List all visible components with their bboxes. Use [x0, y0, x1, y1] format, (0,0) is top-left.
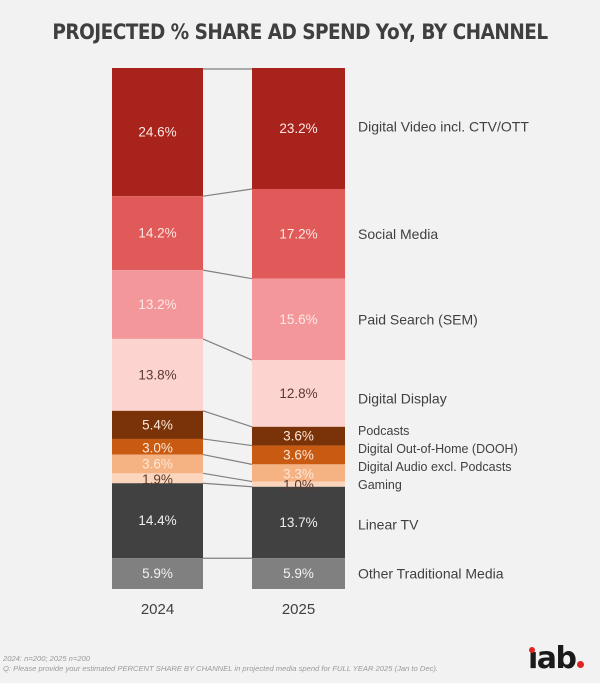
x-tick-label: 2024 — [141, 601, 174, 618]
data-label: 1.9% — [142, 472, 173, 487]
chart-title: PROJECTED % SHARE AD SPEND YoY, BY CHANN… — [52, 20, 548, 44]
bar-segment — [112, 196, 203, 271]
legend-entry: Linear TV — [358, 517, 419, 533]
x-tick-label: 2025 — [282, 601, 315, 618]
data-label: 13.7% — [279, 515, 317, 530]
data-label: 12.8% — [279, 386, 317, 401]
bar-segment — [252, 188, 345, 279]
legend-entry: Digital Audio excl. Podcasts — [358, 460, 512, 474]
connector-line — [202, 410, 253, 428]
segment-labels: 24.6%14.2%13.2%13.8%5.4%3.0%3.6%1.9%14.4… — [138, 121, 317, 581]
footnote-question: Q: Please provide your estimated PERCENT… — [3, 664, 439, 673]
stacked-bar-chart: 24.6%14.2%13.2%13.8%5.4%3.0%3.6%1.9%14.4… — [112, 68, 529, 618]
connector-line — [202, 188, 253, 197]
logo-period-icon — [576, 661, 584, 668]
iab-logo: iab — [528, 642, 584, 676]
data-label: 13.2% — [138, 297, 176, 312]
bar-segment — [112, 410, 203, 439]
bar-segment — [252, 481, 345, 487]
bar-segment — [252, 278, 345, 361]
legend-entry: Digital Out-of-Home (DOOH) — [358, 442, 518, 456]
x-axis-labels: 2024 2025 — [141, 601, 315, 618]
data-label: 23.2% — [279, 121, 317, 136]
connector-line — [202, 472, 253, 483]
data-label: 3.6% — [283, 429, 314, 444]
bar-segment — [112, 270, 203, 339]
legend-entry: Paid Search (SEM) — [358, 311, 478, 327]
legend: Digital Video incl. CTV/OTT Social Media P… — [358, 118, 529, 581]
footnote-sample: 2024: n=200; 2025 n=200 — [3, 654, 90, 663]
bars — [112, 68, 345, 589]
data-label: 24.6% — [138, 125, 176, 140]
connector-line — [202, 338, 253, 361]
bar-segment — [252, 464, 345, 482]
legend-entry: Digital Display — [358, 390, 447, 406]
data-label: 15.6% — [279, 312, 317, 327]
connector-lines — [202, 68, 253, 559]
data-label: 14.2% — [138, 226, 176, 241]
bar-segment — [112, 438, 203, 455]
data-label: 5.4% — [142, 417, 173, 432]
data-label: 5.9% — [142, 566, 173, 581]
data-label: 3.6% — [283, 447, 314, 462]
bar-segment — [112, 483, 203, 559]
bar-segment — [252, 68, 345, 189]
legend-entry: Other Traditional Media — [358, 566, 504, 582]
data-label: 3.6% — [142, 456, 173, 471]
bar-segment — [252, 445, 345, 465]
legend-entry: Podcasts — [358, 424, 409, 438]
bar-segment — [252, 426, 345, 446]
data-label: 17.2% — [279, 226, 317, 241]
bar-segment — [112, 338, 203, 411]
bar-segment — [112, 473, 203, 484]
bar-segment — [112, 558, 203, 589]
bar-segment — [252, 558, 345, 589]
bar-segment — [112, 68, 203, 197]
data-label: 13.8% — [138, 367, 176, 382]
logo-dot-icon — [529, 647, 535, 653]
data-label: 3.3% — [283, 466, 314, 481]
data-label: 3.0% — [142, 440, 173, 455]
connector-line — [202, 453, 253, 465]
data-label: 1.0% — [283, 478, 314, 493]
data-label: 14.4% — [138, 513, 176, 528]
bar-segment — [252, 486, 345, 559]
connector-line — [202, 438, 253, 447]
legend-entry: Gaming — [358, 478, 402, 492]
connector-line — [202, 482, 253, 488]
legend-entry: Social Media — [358, 226, 438, 242]
bar-segment — [252, 360, 345, 427]
bar-segment — [112, 454, 203, 474]
legend-entry: Digital Video incl. CTV/OTT — [358, 118, 529, 134]
connector-line — [202, 269, 253, 280]
data-label: 5.9% — [283, 566, 314, 581]
footnote: 2024: n=200; 2025 n=200 Q: Please provid… — [3, 654, 438, 674]
